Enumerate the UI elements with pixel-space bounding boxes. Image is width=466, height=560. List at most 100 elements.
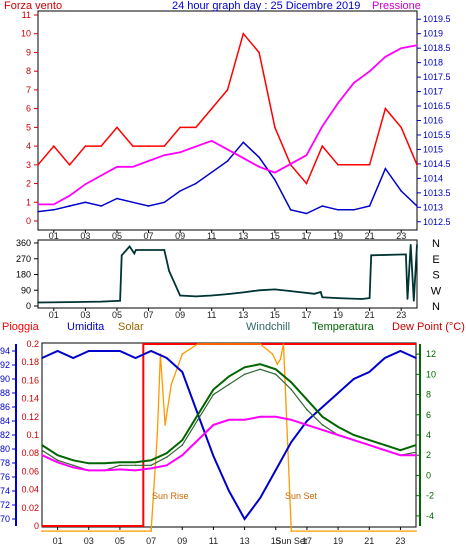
gust-series-point: [400, 126, 403, 129]
rain-y-tick-label: 0.06: [21, 466, 39, 476]
dewpoint-series-point: [399, 454, 402, 457]
gust-series-point: [305, 182, 308, 185]
humidity-y-tick-label: 84: [0, 416, 10, 426]
wind-y-tick-label: 9: [26, 47, 31, 57]
humidity-series-point: [368, 371, 371, 373]
pressure-y-tick-label: 1019.5: [423, 14, 451, 24]
gust-series-point: [37, 164, 39, 166]
pressure-series-point: [147, 160, 150, 162]
wind-y-tick-label: 5: [26, 122, 31, 132]
pressure-series-point: [258, 166, 260, 168]
solar-series-point: [156, 434, 159, 436]
temperature-series-point: [368, 439, 371, 441]
humidity-series-point: [290, 441, 293, 443]
gust-series-point: [416, 164, 418, 166]
humidity-y-tick-label: 72: [0, 500, 10, 510]
direction-y-tick-label: 90: [21, 285, 31, 295]
x-tick-label: 05: [112, 310, 122, 320]
wind-y-tick-label: 7: [26, 85, 31, 95]
humidity-y-tick-label: 86: [0, 402, 10, 412]
chart-title: 24 hour graph day : 25 Dicembre 2019: [172, 0, 360, 12]
humidity-series-point: [243, 518, 246, 520]
wind-series-point: [84, 201, 87, 204]
temp-y-tick-label: 4: [426, 430, 431, 440]
solar-series-point: [41, 530, 43, 532]
temperature-series-point: [119, 461, 121, 464]
pressure-y-tick-label: 1016: [423, 116, 443, 126]
humidity-series-point: [119, 350, 121, 352]
dewpoint-series-point: [119, 468, 121, 471]
wind-y-tick-label: 3: [26, 160, 31, 170]
temp-y-tick-label: 0: [426, 470, 431, 480]
humidity-series-point: [88, 350, 90, 352]
temperature-legend-label: Temperatura: [312, 321, 375, 333]
wind-direction-series-point: [313, 293, 316, 295]
gust-series-point: [258, 51, 260, 54]
dewpoint-series-point: [368, 444, 371, 446]
pressure-y-tick-label: 1015: [423, 144, 443, 154]
sunset-label: Sun Set: [285, 491, 318, 501]
wind-y-tick-label: 11: [22, 10, 31, 20]
wind-series-point: [132, 201, 134, 204]
rain-humidity-temp-series: [41, 343, 417, 532]
x-tick-label: 07: [146, 536, 156, 546]
dewpoint-series-point: [88, 469, 90, 472]
humidity-series-point: [212, 455, 215, 457]
wind-direction-series-point: [370, 254, 373, 257]
solar-series-point: [144, 530, 146, 532]
rain-y-tick-label: 0.2: [26, 339, 39, 349]
temp-y-tick-label: -4: [426, 511, 434, 521]
dewpoint-series-point: [352, 439, 355, 441]
solar-legend-label: Solar: [118, 321, 144, 333]
humidity-series-point: [228, 490, 230, 492]
rain-y-tick-label: 0.14: [21, 394, 39, 404]
dewpoint-series-point: [197, 439, 199, 441]
rain-y-tick-label: 0.02: [21, 503, 39, 513]
windchill-series-point: [197, 419, 199, 421]
solar-series-point: [243, 343, 246, 345]
x-tick-label: 15: [271, 536, 281, 546]
x-tick-label: 11: [207, 310, 216, 320]
x-tick-label: 15: [270, 310, 280, 320]
gust-series-point: [195, 126, 197, 129]
windchill-series-point: [259, 368, 262, 371]
rain-series-point: [41, 525, 43, 527]
windchill-series-point: [181, 444, 184, 446]
wind-direction-series: [37, 244, 418, 304]
x-tick-label: 17: [302, 536, 312, 546]
humidity-series-point: [134, 357, 137, 359]
pressure-series-point: [242, 157, 245, 159]
x-tick-label: 13: [238, 310, 248, 320]
humidity-series-point: [275, 469, 277, 471]
wind-direction-series-point: [195, 295, 197, 298]
humidity-series-point: [352, 378, 355, 380]
solar-series-point: [197, 343, 199, 345]
windchill-series-point: [150, 464, 152, 467]
windchill-series-point: [415, 451, 417, 454]
rain-series-point: [142, 525, 145, 527]
humidity-series-point: [259, 497, 262, 499]
wind-direction-series-point: [179, 294, 181, 297]
humidity-y-tick-label: 92: [0, 360, 10, 370]
temperature-series-point: [150, 459, 152, 462]
x-tick-label: 01: [53, 536, 63, 546]
wind-series-point: [368, 205, 371, 207]
dewpoint-series-point: [321, 429, 324, 431]
gust-series-point: [210, 107, 213, 110]
wind-direction-series-point: [405, 253, 407, 256]
gust-series-point: [84, 145, 87, 147]
wind-series-point: [53, 209, 55, 211]
solar-series-point: [170, 383, 173, 386]
wind-y-tick-label: 2: [26, 179, 31, 189]
pressure-series-point: [337, 102, 339, 104]
pressure-series-point: [100, 174, 102, 177]
x-tick-label: 05: [112, 231, 122, 241]
solar-series-point: [271, 353, 274, 355]
pressure-series-point: [274, 171, 276, 174]
x-tick-label: 03: [80, 231, 90, 241]
temperature-series-point: [228, 375, 230, 378]
pressure-series-point: [84, 183, 87, 185]
x-tick-label: 13: [238, 231, 248, 241]
wind-direction-series-point: [37, 301, 39, 304]
wind-series-point: [116, 197, 118, 200]
